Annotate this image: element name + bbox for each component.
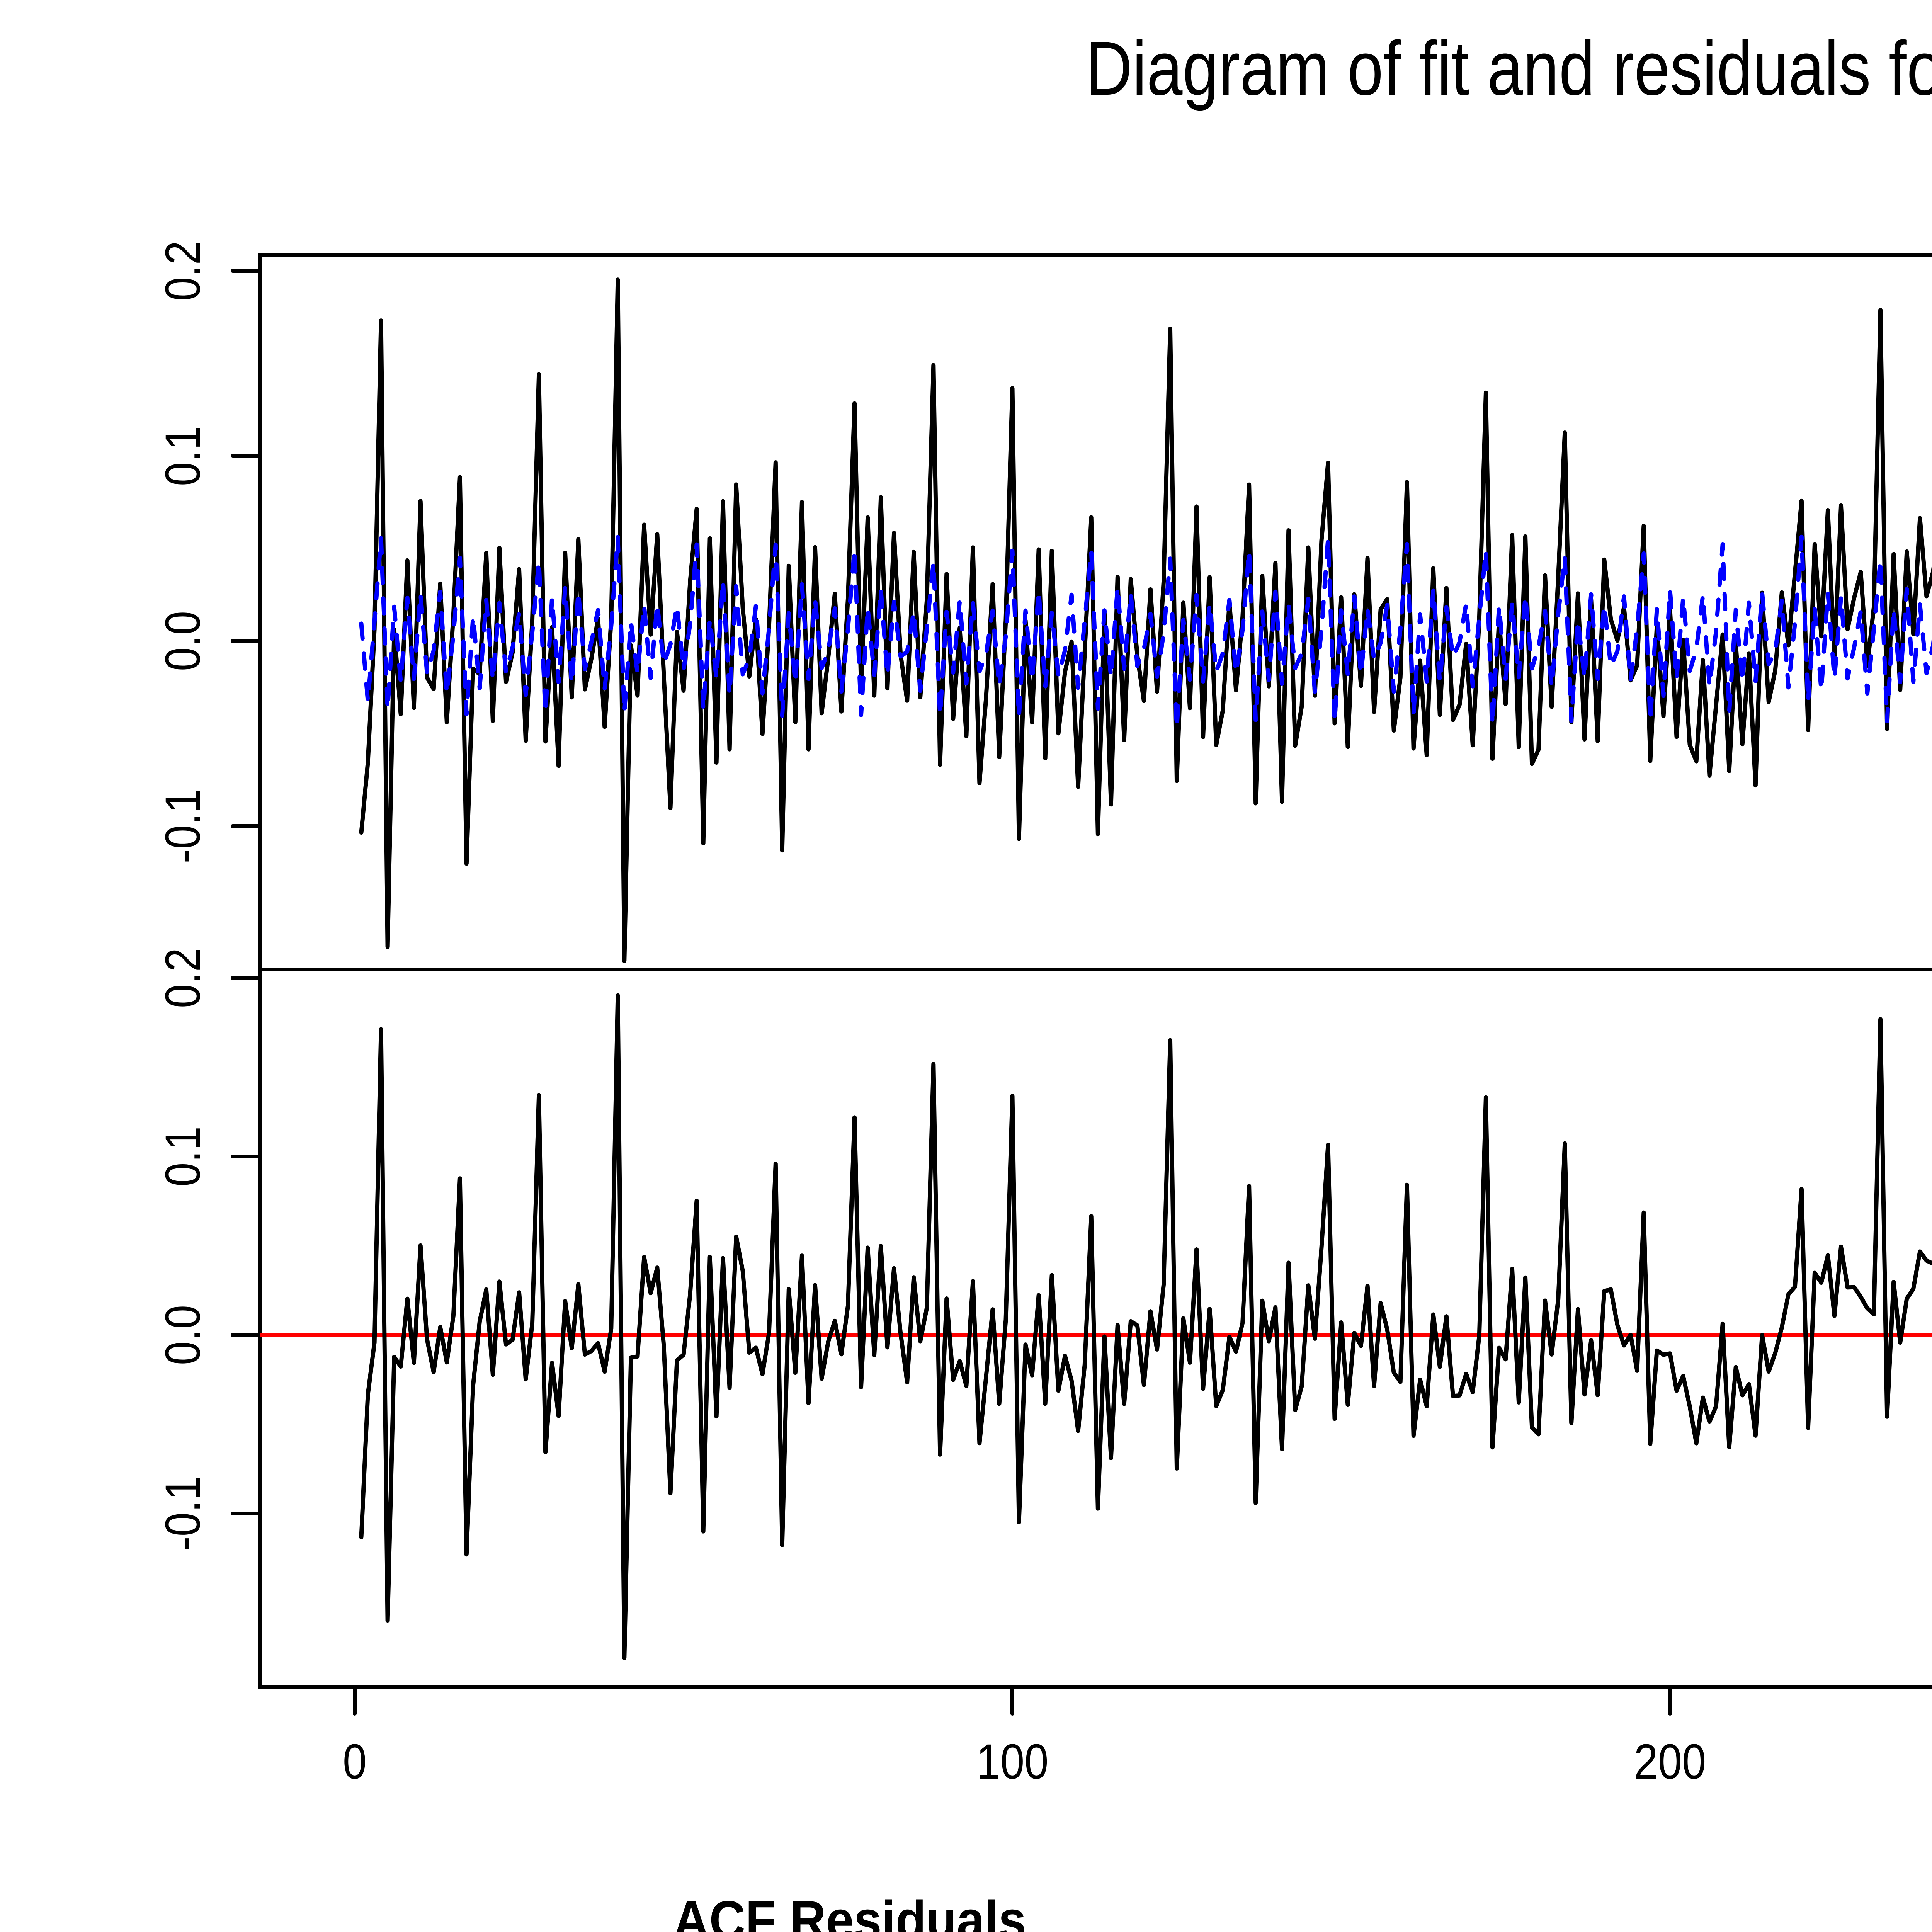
svg-text:100: 100	[976, 1734, 1049, 1789]
svg-text:0: 0	[343, 1734, 367, 1789]
svg-text:Diagram of fit and residuals f: Diagram of fit and residuals for Alfalfa	[1086, 26, 1932, 111]
svg-text:0.0: 0.0	[155, 1305, 211, 1365]
svg-text:-0.1: -0.1	[155, 789, 211, 864]
svg-text:0.1: 0.1	[155, 1126, 211, 1187]
svg-text:200: 200	[1634, 1734, 1706, 1789]
svg-text:0.0: 0.0	[155, 611, 211, 671]
svg-text:ACF Residuals: ACF Residuals	[673, 1889, 1026, 1932]
svg-text:0.2: 0.2	[155, 948, 211, 1008]
svg-text:0.2: 0.2	[155, 241, 211, 301]
svg-text:-0.1: -0.1	[155, 1476, 211, 1551]
svg-text:0.1: 0.1	[155, 426, 211, 486]
